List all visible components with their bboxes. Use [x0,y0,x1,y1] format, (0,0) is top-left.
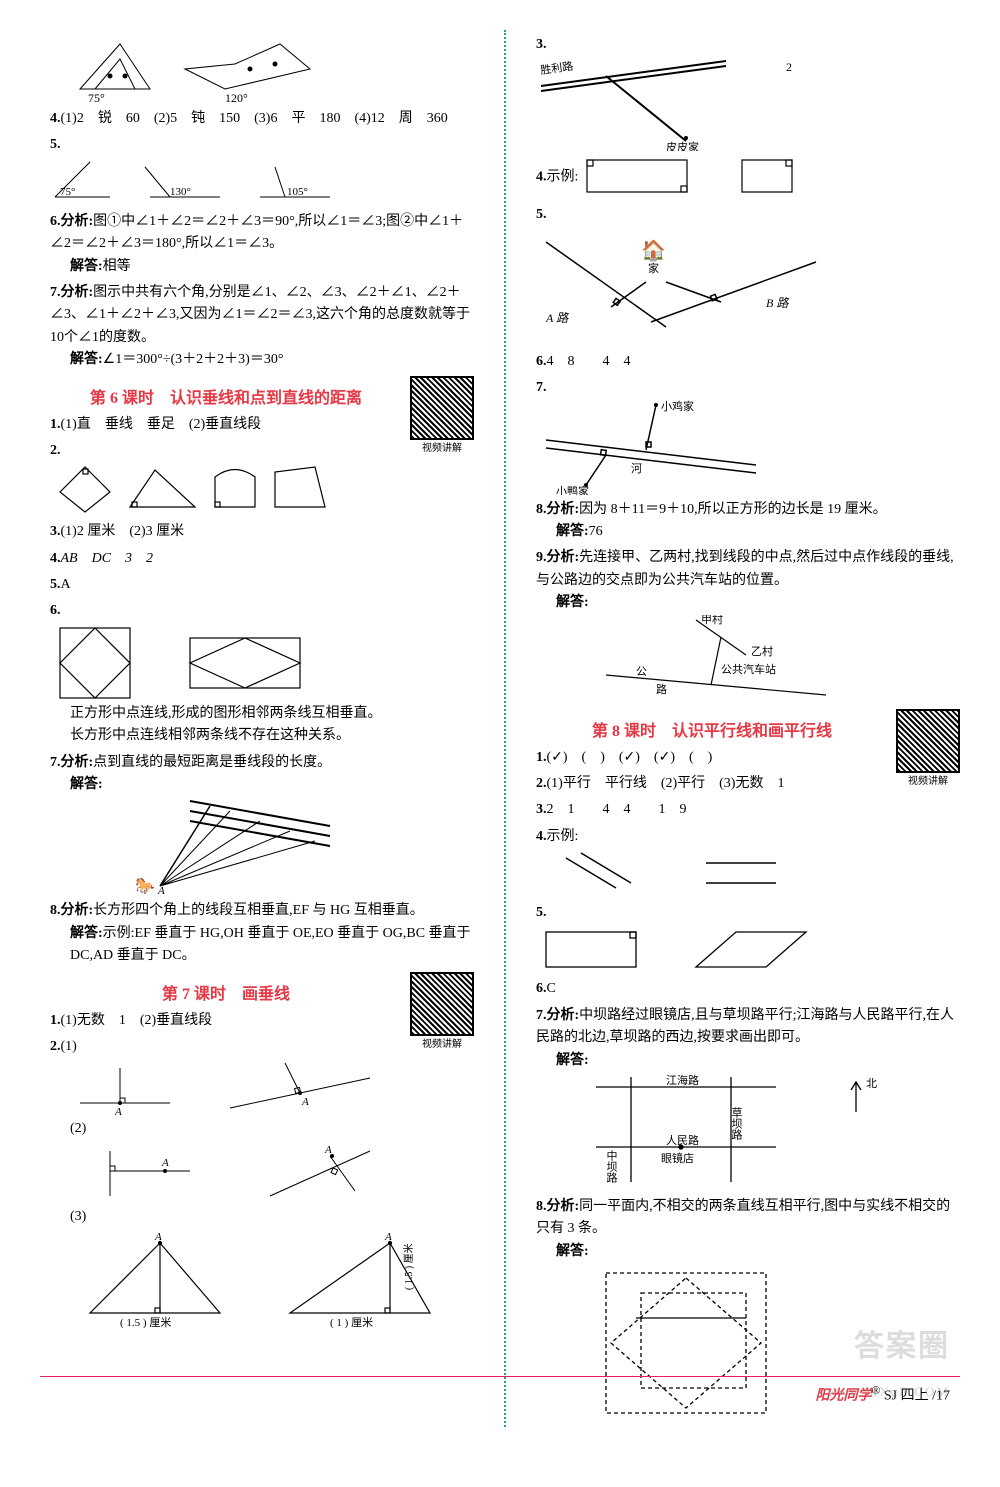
svg-text:公共汽车站: 公共汽车站 [721,662,776,676]
svg-text:胜利路: 胜利路 [539,59,574,77]
svg-text:2: 2 [786,60,792,74]
s7-q1: 1.(1)无数 1 (2)垂直线段 [50,1010,474,1032]
r-q5: 5. 家 🏠 A 路 B 路 [536,204,960,346]
svg-text:B 路: B 路 [766,296,789,310]
svg-text:A: A [301,1096,309,1108]
svg-text:A: A [157,885,165,896]
r-q8: 8.分析:因为 8＋11＝9＋10,所以正方形的边长是 19 厘米。 解答:76 [536,499,960,544]
svg-text:130°: 130° [170,186,191,198]
svg-text:105°: 105° [287,186,308,198]
svg-text:75°: 75° [88,91,105,104]
s6-q6: 6. 正方形中点连线,形成的图形相邻两条线互相垂直。 长方形中点连线相邻两条线不… [50,600,474,747]
s7-q2: 2.(1) A A (2) A A (3) [50,1036,474,1328]
s6-q4: 4.AB DC 3 2 [50,548,474,570]
r-q6: 6.4 8 4 4 [536,351,960,373]
r-q9: 9.分析:先连接甲、乙两村,找到线段的中点,然后过中点作线段的垂线,与公路边的交… [536,547,960,704]
svg-text:A: A [324,1144,332,1156]
s6-q2: 2. [50,440,474,517]
s8-q7: 7.分析:中坝路经过眼镜店,且与草坝路平行;江海路与人民路平行,在人民路的北边,… [536,1005,960,1192]
svg-text:🐎: 🐎 [135,877,155,895]
svg-text:小鸡家: 小鸡家 [661,400,694,413]
svg-text:公: 公 [636,666,647,678]
s6-q3: 3.(1)2 厘米 (2)3 厘米 [50,521,474,543]
top-figures: 75° 120° [70,34,474,104]
page-footer: 阳光同学® SJ 四上 /17 [816,1384,950,1405]
svg-text:乙村: 乙村 [751,644,773,658]
r-q7: 7. 小鸡家 小鸭家 河 [536,377,960,494]
s6-q8: 8.分析:长方形四个角上的线段互相垂直,EF 与 HG 互相垂直。 解答:示例:… [50,900,474,967]
s8-q5: 5. [536,902,960,974]
r-q4: 4.示例: [536,155,960,200]
svg-text:🏠: 🏠 [641,239,666,262]
r-q3: 3. 胜利路 皮皮家 2 [536,34,960,151]
s8-q2: 2.(1)平行 平行线 (2)平行 (3)无数 1 [536,773,960,795]
svg-text:甲村: 甲村 [701,615,723,626]
q7: 7.分析:图示中共有六个角,分别是∠1、∠2、∠3、∠2＋∠1、∠2＋∠3、∠1… [50,282,474,372]
svg-text:家: 家 [648,261,659,275]
column-divider [504,30,506,1427]
svg-text:A: A [161,1157,169,1169]
svg-text:( 1.5 ) 厘米: ( 1.5 ) 厘米 [120,1316,171,1328]
svg-text:路: 路 [656,683,667,696]
right-column: 3. 胜利路 皮皮家 2 4.示例: 5. [536,30,960,1427]
left-column: 75° 120° 4.(1)2 锐 60 (2)5 钝 150 (3)6 平 1… [50,30,474,1427]
svg-text:A: A [114,1106,122,1118]
svg-text:小鸭家: 小鸭家 [556,484,589,495]
q6: 6.分析:图①中∠1＋∠2＝∠2＋∠3＝90°,所以∠1＝∠3;图②中∠1＋∠2… [50,211,474,278]
svg-text:北: 北 [866,1077,877,1090]
footer-rule [40,1376,960,1377]
svg-text:75°: 75° [60,186,75,198]
s6-q7: 7.分析:点到直线的最短距离是垂线段的长度。 解答: 🐎 A [50,752,474,897]
svg-text:( 1 ) 厘米: ( 1 ) 厘米 [330,1316,373,1328]
s6-q1: 1.(1)直 垂线 垂足 (2)垂直线段 [50,414,474,436]
q4: 4.(1)2 锐 60 (2)5 钝 150 (3)6 平 180 (4)12 … [50,108,474,130]
s8-q3: 3.2 1 4 4 1 9 [536,799,960,821]
svg-text:草坝路: 草坝路 [730,1107,743,1141]
svg-text:河: 河 [631,462,642,475]
q5: 5. 75° 130° 105° [50,134,474,206]
svg-text:江海路: 江海路 [666,1073,699,1087]
svg-text:皮皮家: 皮皮家 [666,140,699,151]
svg-text:A 路: A 路 [545,311,569,325]
s8-q4: 4.示例: [536,826,960,898]
svg-text:A: A [154,1231,162,1243]
s6-q5: 5.A [50,574,474,596]
svg-text:A: A [384,1231,392,1243]
s8-q1: 1.(✓) ( ) (✓) (✓) ( ) [536,747,960,769]
s8-q6: 6.C [536,978,960,1000]
svg-text:眼镜店: 眼镜店 [661,1151,694,1165]
svg-text:人民路: 人民路 [666,1134,699,1147]
svg-text:( 1.5 ) 厘米: ( 1.5 ) 厘米 [402,1243,415,1290]
svg-text:中坝路: 中坝路 [605,1150,618,1184]
svg-text:120°: 120° [225,91,248,104]
